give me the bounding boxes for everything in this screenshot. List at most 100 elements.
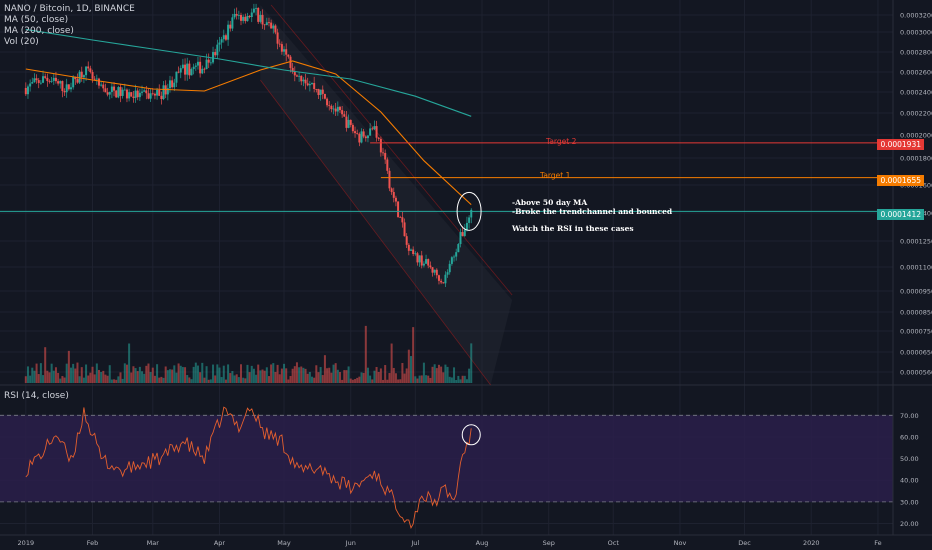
volume-bar: [261, 369, 264, 383]
volume-bar: [289, 376, 292, 383]
candle-body: [117, 87, 120, 98]
price-tick-label: 0.0001800: [900, 155, 932, 163]
volume-bar: [160, 376, 163, 383]
volume-bar: [270, 364, 273, 383]
symbol-title: NANO / Bitcoin, 1D, BINANCE: [4, 4, 135, 14]
volume-bar: [422, 362, 425, 383]
candle-body: [280, 44, 283, 52]
candle-body: [192, 66, 195, 70]
time-tick-label: Jun: [345, 539, 356, 547]
rsi-legend[interactable]: RSI (14, close): [4, 391, 69, 401]
volume-bar: [74, 368, 77, 383]
candle-body: [216, 44, 219, 56]
candle-body: [35, 78, 38, 81]
rsi-tick-label: 50.00: [900, 455, 919, 463]
candle-body: [233, 13, 236, 18]
candle-body: [448, 263, 451, 273]
volume-bar: [427, 375, 430, 383]
candle-body: [457, 244, 460, 253]
volume-bar: [397, 379, 400, 383]
price-tick-label: 0.0002000: [900, 132, 932, 140]
candle-body: [422, 263, 425, 266]
volume-bar: [313, 377, 316, 383]
volume-bar: [448, 376, 451, 383]
candle-body: [349, 119, 352, 125]
volume-bar: [425, 375, 428, 383]
volume-bar: [453, 367, 456, 383]
time-tick-label: Apr: [214, 539, 226, 547]
volume-bar: [455, 379, 458, 383]
time-tick-label: 2020: [803, 539, 820, 547]
volume-bar: [145, 365, 148, 383]
candle-body: [104, 88, 107, 93]
candle-body: [332, 108, 335, 110]
volume-bar: [265, 367, 268, 383]
volume-bar: [420, 375, 423, 383]
candle-body: [52, 77, 55, 81]
volume-bar: [399, 379, 402, 383]
candle-body: [317, 89, 320, 96]
volume-bar: [347, 366, 350, 383]
vol-legend[interactable]: Vol (20): [4, 37, 39, 47]
volume-bar: [315, 365, 318, 383]
candle-body: [416, 253, 419, 263]
candle-body: [72, 76, 75, 88]
candle-body: [295, 75, 298, 77]
candle-body: [37, 80, 40, 83]
volume-bar: [184, 367, 187, 383]
candle-body: [433, 269, 436, 273]
candle-body: [173, 82, 176, 88]
volume-bar: [128, 343, 131, 383]
ma50-legend[interactable]: MA (50, close): [4, 15, 69, 25]
price-tick-label: 0.0001100: [900, 264, 932, 272]
channel-lower: [260, 79, 491, 386]
target2-price-label: 0.0001931: [877, 139, 924, 150]
candle-body: [328, 105, 331, 107]
rsi-line: [25, 406, 472, 529]
rsi-highlight-circle: [461, 424, 481, 446]
candle-body: [291, 67, 294, 72]
volume-bar: [386, 379, 389, 383]
candle-body: [199, 61, 202, 74]
candle-body: [57, 81, 60, 84]
candle-body: [459, 232, 462, 245]
candle-body: [74, 76, 77, 80]
candle-body: [95, 78, 98, 80]
volume-bar: [194, 362, 197, 383]
volume-bar: [354, 379, 357, 383]
volume-bar: [394, 373, 397, 383]
volume-bar: [244, 378, 247, 383]
candle-body: [403, 222, 406, 237]
volume-bar: [119, 372, 122, 383]
candle-body: [39, 82, 42, 84]
volume-bar: [171, 369, 174, 383]
volume-bar: [218, 367, 221, 383]
candle-body: [31, 82, 34, 84]
price-tick-label: 0.0000650: [900, 349, 932, 357]
candle-body: [229, 24, 232, 29]
channel-upper: [270, 4, 513, 296]
candle-body: [63, 91, 66, 93]
candle-body: [244, 16, 247, 22]
candle-body: [123, 89, 126, 91]
volume-bars: [24, 325, 473, 383]
volume-bar: [362, 372, 365, 383]
volume-bar: [106, 375, 109, 383]
volume-bar: [224, 379, 227, 383]
candle-body: [468, 217, 471, 223]
volume-bar: [63, 377, 66, 383]
candle-body: [267, 22, 270, 24]
time-tick-label: Aug: [476, 539, 489, 547]
volume-bar: [414, 376, 417, 383]
volume-bar: [82, 377, 85, 383]
candle-body: [177, 71, 180, 73]
ma200-legend[interactable]: MA (200, close): [4, 26, 74, 36]
candle-body: [401, 217, 404, 223]
candle-body: [354, 131, 357, 134]
volume-bar: [61, 376, 64, 383]
volume-bar: [280, 368, 283, 383]
candle-body: [141, 91, 144, 93]
symbol-legend[interactable]: NANO / Bitcoin, 1D, BINANCE MA (50, clos…: [4, 4, 135, 48]
volume-bar: [188, 377, 191, 383]
